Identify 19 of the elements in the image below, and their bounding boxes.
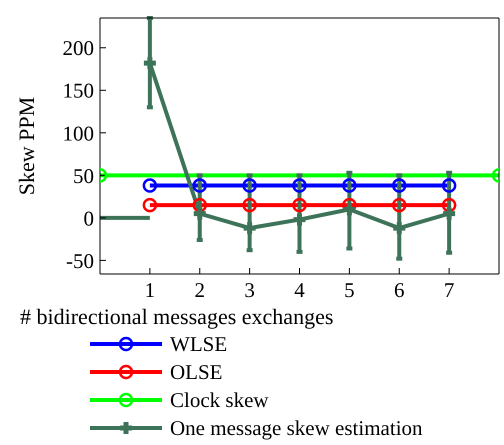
legend-label: One message skew estimation bbox=[170, 415, 423, 442]
x-tick-label: 1 bbox=[144, 278, 156, 302]
legend-label: OLSE bbox=[170, 359, 222, 386]
x-axis-title: # bidirectional messages exchanges bbox=[20, 304, 334, 330]
x-tick-label: 5 bbox=[344, 278, 355, 302]
x-tick-label: 6 bbox=[394, 278, 404, 302]
y-tick-label: 150 bbox=[62, 78, 94, 103]
legend-label: WLSE bbox=[170, 331, 228, 358]
x-tick-label: 4 bbox=[294, 278, 306, 302]
x-tick-label: 2 bbox=[194, 278, 205, 302]
x-tick-label: 7 bbox=[444, 278, 454, 302]
y-axis-title: Skew PPM bbox=[14, 96, 39, 196]
y-tick-label: 100 bbox=[62, 121, 94, 146]
y-tick-label: 0 bbox=[84, 206, 94, 230]
y-tick-label: -50 bbox=[66, 248, 94, 273]
legend-label: Clock skew bbox=[170, 387, 269, 414]
y-tick-label: 200 bbox=[62, 36, 94, 60]
y-tick-label: 50 bbox=[73, 164, 94, 188]
x-tick-label: 3 bbox=[244, 278, 255, 302]
